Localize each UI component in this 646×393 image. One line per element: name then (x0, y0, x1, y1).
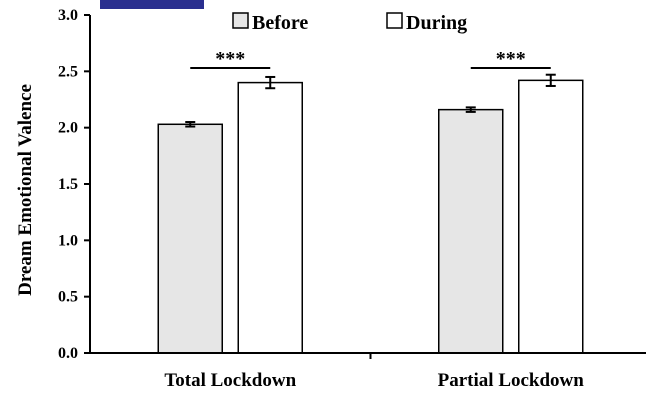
header-bar (100, 0, 204, 9)
legend-swatch-before (232, 12, 249, 29)
y-tick-label: 1.5 (58, 176, 78, 193)
category-labels: Total Lockdown Partial Lockdown (164, 370, 584, 391)
legend: Before During (232, 12, 467, 34)
bars (157, 79, 584, 354)
significance-annotations: *** *** (190, 48, 551, 70)
y-tick-label: 3.0 (58, 7, 78, 24)
category-label: Partial Lockdown (438, 370, 585, 391)
bar-during (237, 81, 303, 354)
bar-during (518, 79, 584, 354)
y-tick-label: 0.5 (58, 289, 78, 306)
legend-swatch-during (386, 12, 403, 29)
significance-label: *** (496, 48, 526, 70)
legend-label-during: During (406, 12, 467, 34)
axes (84, 14, 646, 359)
y-axis-title: Dream Emotional Valence (15, 84, 36, 296)
y-tick-label: 0.0 (58, 345, 78, 362)
bar-before (157, 123, 223, 354)
category-label: Total Lockdown (164, 370, 296, 391)
legend-label-before: Before (252, 12, 308, 34)
bar-before (438, 108, 504, 354)
error-bars (185, 73, 556, 128)
significance-label: *** (215, 48, 245, 70)
y-tick-label: 1.0 (58, 232, 78, 249)
y-tick-label: 2.5 (58, 63, 78, 80)
y-tick-label: 2.0 (58, 120, 78, 137)
y-tick-labels: 0.0 0.5 1.0 1.5 2.0 2.5 3.0 (58, 7, 78, 362)
